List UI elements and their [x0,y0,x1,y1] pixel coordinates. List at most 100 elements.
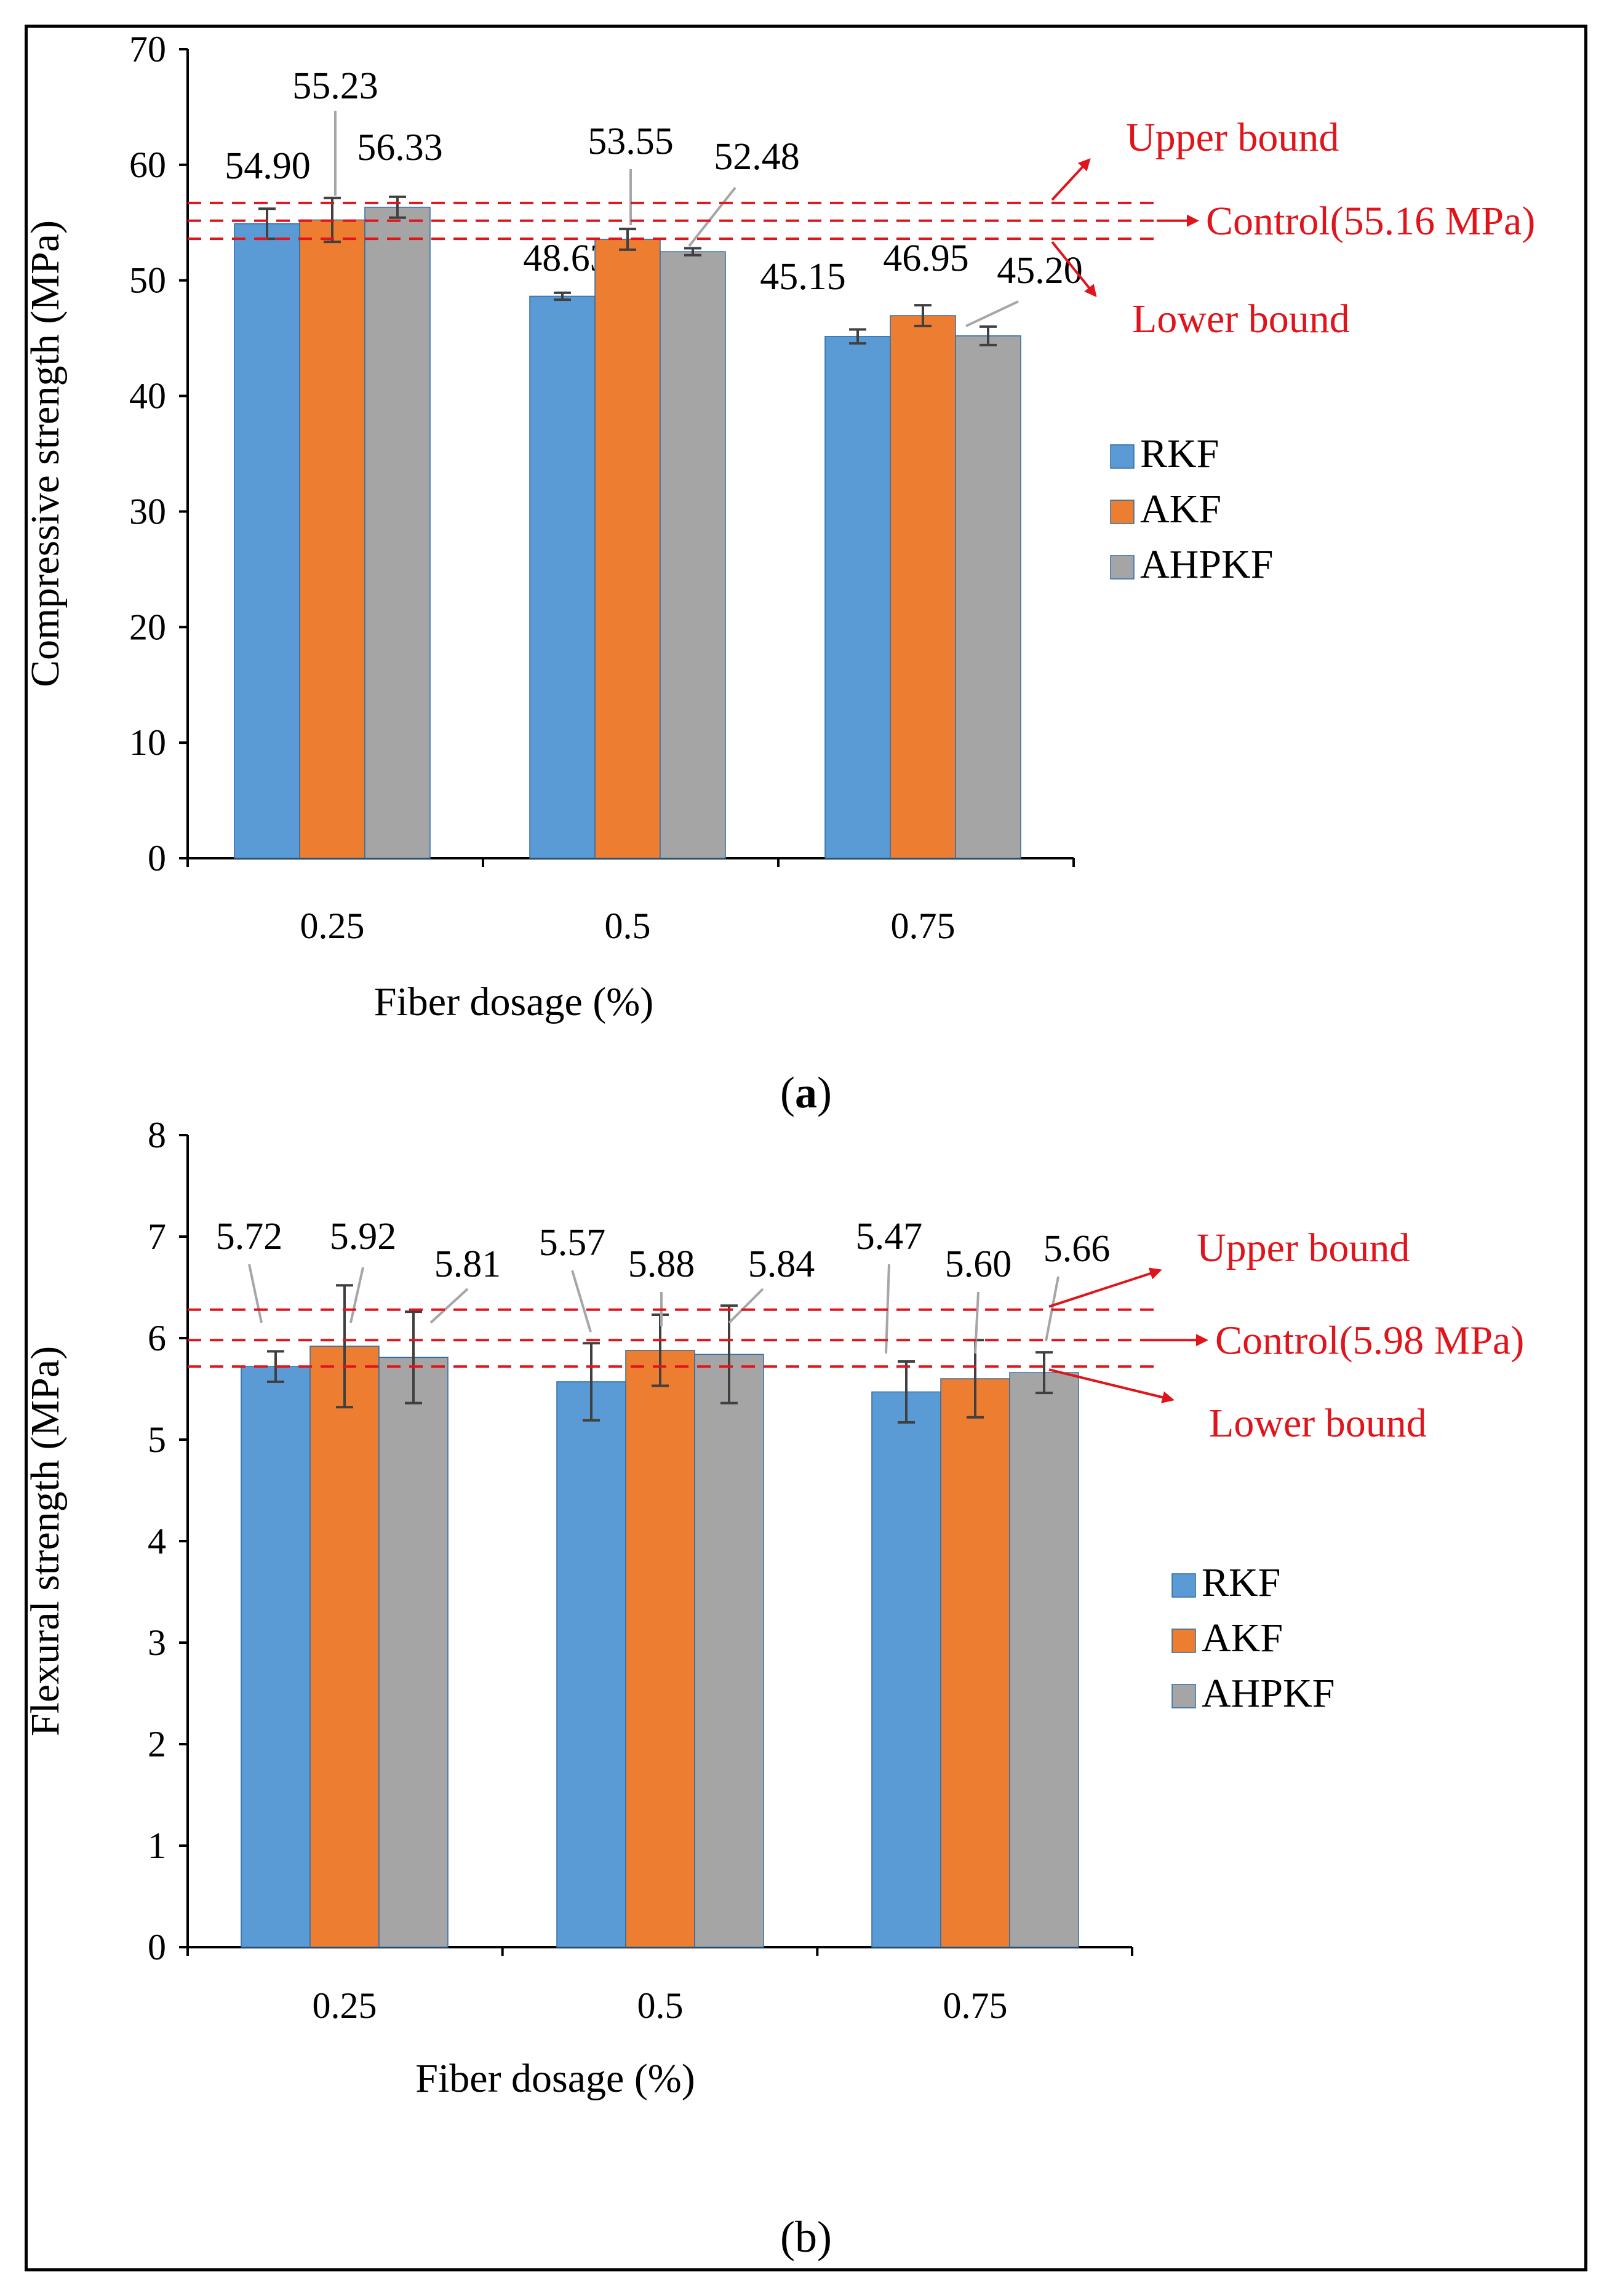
data-label: 5.72 [216,1216,283,1258]
legend-swatch-akf [1171,1628,1196,1653]
bar-rkf [241,1366,311,1948]
data-label: 45.20 [997,250,1083,292]
bar-rkf [556,1381,626,1948]
data-label-leader [248,1264,263,1323]
lower-bound-label: Lower bound [1132,297,1350,341]
y-tick-label: 3 [148,1622,166,1663]
y-tick-label: 0 [148,838,166,879]
y-tick-label: 70 [129,29,166,70]
lower-bound-arrow [1051,241,1097,298]
lower-bound-arrow [1048,1368,1175,1403]
data-label: 46.95 [883,237,969,279]
bar-ahpkf [1009,1372,1079,1948]
y-tick-label: 0 [148,1927,166,1967]
y-axis-title: Compressive strength (MPa) [23,220,68,687]
data-label-leader [965,300,1019,327]
caption-open: ( [780,1068,795,1117]
data-label: 5.66 [1043,1228,1111,1270]
y-tick-label: 6 [148,1318,166,1358]
upper-bound-arrow [1048,1267,1162,1308]
x-tick-label: 0.5 [605,906,651,946]
data-label-leader [571,1270,592,1333]
bar-rkf [871,1391,941,1948]
data-label: 5.47 [856,1216,923,1258]
legend-label-akf: AKF [1140,487,1221,532]
x-tick-label: 0.5 [637,1985,684,2026]
upper-bound-label: Upper bound [1197,1226,1410,1270]
y-tick-label: 20 [129,607,166,647]
legend-swatch-ahpkf [1110,555,1135,580]
data-label: 5.92 [330,1216,397,1258]
lower-bound-label: Lower bound [1209,1401,1427,1446]
y-tick-label: 60 [129,145,166,185]
bar-ahpkf [694,1353,764,1948]
upper-bound-label: Upper bound [1126,115,1339,160]
x-tick-label: 0.25 [313,1985,377,2026]
y-tick-label: 7 [148,1216,166,1257]
data-label: 53.55 [588,121,674,162]
caption-open: ( [780,2212,795,2262]
legend-label-ahpkf: AHPKF [1202,1671,1335,1716]
compressive-strength-chart: 0 10 20 30 40 50 60 70 0.25 0.5 0.75 54.90 55.23 56.3… [23,29,1535,1117]
x-tick-label: 0.75 [943,1985,1008,2026]
data-label: 52.48 [714,136,800,178]
legend-swatch-akf [1110,500,1135,524]
panel-caption: (a) [780,1068,832,1117]
y-tick-label: 50 [129,260,166,301]
bar-rkf [529,295,596,859]
legend-label-akf: AKF [1202,1616,1283,1660]
upper-bound-arrow [1051,158,1091,201]
legend-label-rkf: RKF [1140,431,1219,476]
x-axis-title: Fiber dosage (%) [374,979,654,1024]
x-axis-title: Fiber dosage (%) [415,2056,695,2101]
bar-akf [890,315,956,859]
y-tick-label: 40 [129,376,166,417]
y-tick-label: 8 [148,1115,166,1155]
y-tick-label: 30 [129,491,166,532]
data-label: 45.15 [760,256,846,298]
panel-caption: (b) [780,2212,832,2262]
data-label: 5.60 [945,1243,1012,1285]
bar-akf [940,1378,1010,1948]
legend-swatch-ahpkf [1171,1684,1196,1708]
y-tick-label: 2 [148,1724,166,1764]
data-label-leader [349,1267,364,1323]
data-label-leader [728,1288,764,1324]
bar-ahpkf [378,1357,449,1948]
y-tick-label: 5 [148,1419,166,1460]
bar-ahpkf [660,251,726,859]
figure-frame [25,25,1587,2271]
x-tick-label: 0.75 [891,906,956,946]
y-axis-title: Flexural strength (MPa) [23,1346,68,1736]
caption-close: ) [817,2212,832,2262]
data-label: 5.57 [539,1222,606,1264]
data-label: 55.23 [292,65,378,107]
control-label: Control(5.98 MPa) [1215,1318,1524,1363]
bar-rkf [824,336,891,859]
data-label-leader [974,1291,980,1354]
y-tick-label: 1 [148,1825,166,1866]
data-label: 56.33 [357,127,443,169]
bar-akf [594,239,661,859]
legend-swatch-rkf [1171,1573,1196,1598]
data-label: 54.90 [225,145,311,187]
data-label: 5.81 [434,1243,501,1285]
y-tick-label: 4 [148,1521,166,1561]
data-label: 5.88 [628,1243,695,1285]
data-label-leader [429,1288,469,1324]
caption-close: ) [817,1068,832,1117]
caption-letter: a [795,1068,817,1117]
bar-rkf [234,223,300,859]
control-label: Control(55.16 MPa) [1206,199,1535,244]
data-label-leader [688,186,736,247]
legend-label-rkf: RKF [1202,1560,1280,1605]
caption-letter: b [795,2212,817,2262]
y-tick-label: 10 [129,722,166,763]
bar-akf [625,1350,695,1948]
bar-ahpkf [364,207,431,859]
data-label: 5.84 [748,1243,815,1285]
legend-label-ahpkf: AHPKF [1140,542,1273,587]
bar-akf [299,219,365,859]
bar-akf [309,1345,380,1948]
